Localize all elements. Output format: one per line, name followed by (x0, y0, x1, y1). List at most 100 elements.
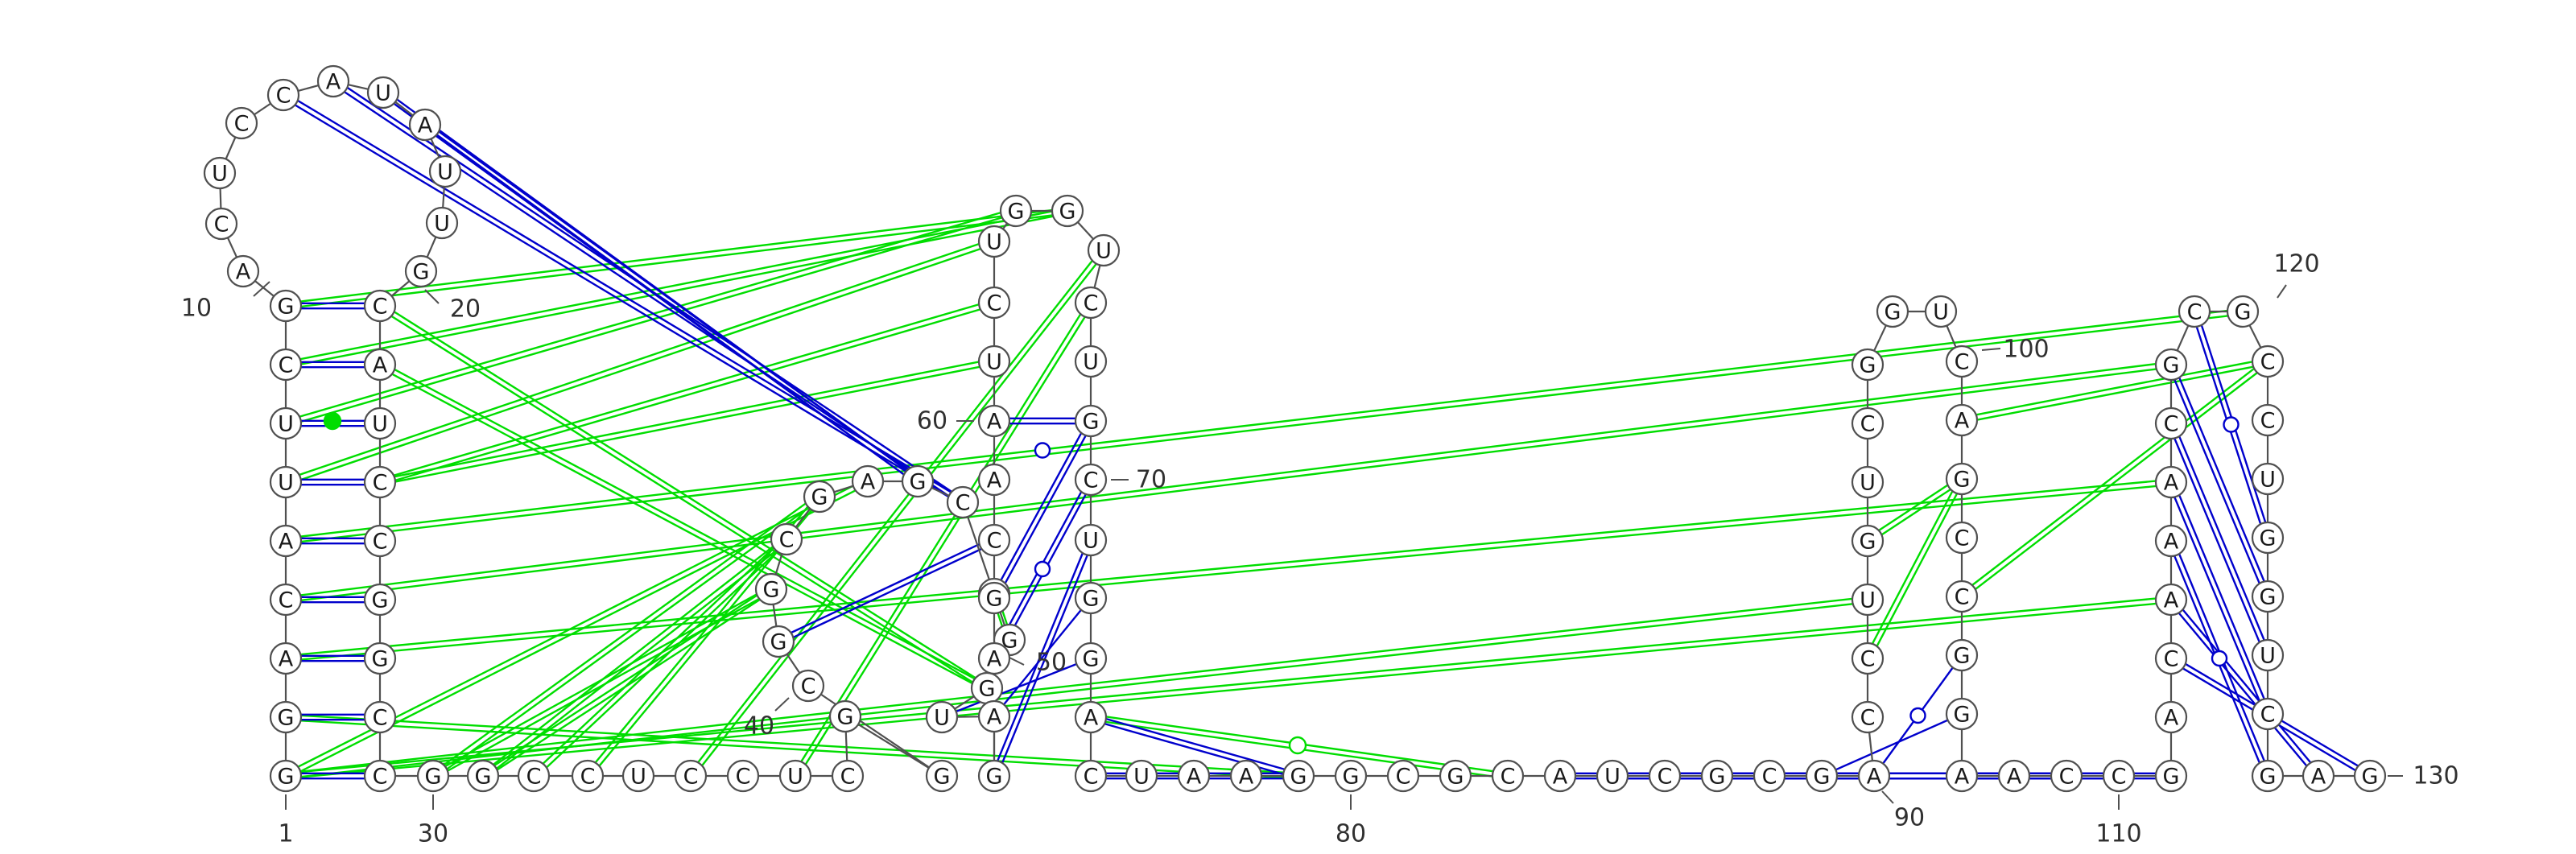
nucleotide: G (1074, 404, 1108, 438)
nucleotide-letter: A (2164, 706, 2179, 731)
nucleotide-letter: C (1396, 765, 1411, 790)
position-tick (1881, 790, 1894, 804)
noncanonical-pair-line (300, 597, 2156, 774)
noncanonical-pair-line (300, 208, 1052, 303)
nucleotide-circle (2301, 759, 2335, 793)
backbone-segment (1873, 324, 1887, 352)
nucleotide-letter: G (986, 587, 1003, 612)
nucleotide-letter: G (986, 765, 1003, 790)
nucleotide: C (2154, 642, 2188, 675)
nucleotide-circle (517, 759, 551, 793)
position-number: 40 (744, 712, 774, 741)
nucleotide-letter: G (1008, 200, 1025, 225)
nucleotide: U (1851, 465, 1885, 499)
nucleotide-circle (1074, 286, 1108, 320)
nucleotide-circle (1700, 759, 1734, 793)
wobble-pair-marker (1909, 707, 1926, 724)
nucleotide-letter: U (1083, 350, 1099, 375)
nucleotide-letter: C (373, 706, 388, 731)
nucleotide-letter: C (683, 765, 699, 790)
nucleotide-letter: A (2164, 588, 2179, 613)
nucleotide-letter: C (373, 295, 388, 320)
nucleotide-circle (1074, 344, 1108, 378)
nucleotide: U (977, 344, 1011, 378)
nucleotide-circle (2251, 638, 2285, 672)
nucleotide: C (1851, 642, 1885, 675)
nucleotide-letter: C (1084, 468, 1099, 493)
canonical-pair-line (1002, 435, 1087, 587)
nucleotide-circle (1851, 465, 1885, 499)
backbone-segment (225, 136, 237, 160)
position-number: 80 (1335, 820, 1366, 848)
canonical-pair-line (295, 104, 949, 498)
nucleotide-circle (363, 348, 397, 382)
nucleotide-letter: A (279, 647, 294, 672)
noncanonical-pair-line (496, 550, 777, 769)
noncanonical-pair-line (300, 248, 981, 481)
nucleotide-circle (366, 76, 400, 109)
nucleotide-letter: A (987, 468, 1002, 493)
position-tick (1981, 348, 2001, 351)
nucleotide-letter: U (1096, 239, 1112, 264)
nucleotide-letter: U (212, 162, 228, 187)
nucleotide-letter: A (373, 353, 388, 378)
canonical-pair-line (2174, 379, 2260, 584)
nucleotide: A (1945, 403, 1979, 437)
nucleotide-circle (571, 759, 605, 793)
nucleotide-circle (946, 485, 980, 519)
nucleotide: U (428, 155, 462, 188)
nucleotide: G (1945, 462, 1979, 496)
nucleotide-circle (269, 524, 303, 558)
nucleotide-circle (1805, 759, 1839, 793)
nucleotide-letter: G (2260, 765, 2277, 790)
nucleotide-letter: C (779, 528, 795, 553)
noncanonical-pair-line (301, 602, 2157, 778)
nucleotide: C (363, 465, 397, 499)
position-tick (774, 697, 790, 712)
nucleotide-circle (2154, 759, 2188, 793)
nucleotide: G (1700, 759, 1734, 793)
nucleotide-circle (1074, 759, 1108, 793)
nucleotide: A (363, 348, 397, 382)
backbone-segment (833, 485, 854, 493)
nucleotide-circle (1051, 194, 1084, 228)
nucleotide-circle (1997, 759, 2031, 793)
nucleotide: C (1074, 759, 1108, 793)
nucleotide: U (621, 759, 655, 793)
nucleotide: C (1945, 344, 1979, 378)
nucleotide-circle (2154, 465, 2188, 499)
nucleotide-letter: C (1657, 765, 1673, 790)
nucleotide: C (363, 524, 397, 558)
nucleotide: C (571, 759, 605, 793)
nucleotide-letter: G (1709, 765, 1726, 790)
nucleotide: A (2154, 583, 2188, 617)
noncanonical-pair-line (542, 547, 774, 765)
nucleotide-letter: G (910, 470, 927, 495)
nucleotide: U (977, 225, 1011, 258)
nucleotide: G (1282, 759, 1315, 793)
nucleotide-circle (2178, 295, 2211, 328)
nucleotide-letter: A (279, 530, 294, 555)
noncanonical-pair-line (446, 506, 810, 770)
nucleotide-circle (2251, 697, 2285, 731)
nucleotide-circle (2251, 580, 2285, 613)
nucleotide-circle (363, 524, 397, 558)
nucleotide-circle (363, 700, 397, 734)
nucleotide-letter: A (2007, 765, 2022, 790)
nucleotide-circle (269, 583, 303, 617)
nucleotide-letter: G (278, 765, 295, 790)
nucleotide-letter: U (986, 350, 1002, 375)
nucleotide-circle (408, 108, 442, 142)
nucleotide-letter: C (2112, 765, 2127, 790)
nucleotide: G (977, 581, 1011, 615)
nucleotide: A (1229, 759, 1263, 793)
nucleotide-letter: G (2362, 765, 2379, 790)
wobble-pair-marker (1034, 560, 1051, 578)
nucleotide-circle (425, 206, 459, 240)
nucleotide: U (425, 206, 459, 240)
nucleotide-circle (1945, 344, 1979, 378)
nucleotide-letter: U (1133, 765, 1150, 790)
nucleotide: G (1945, 638, 1979, 672)
nucleotide-letter: G (2163, 353, 2180, 378)
